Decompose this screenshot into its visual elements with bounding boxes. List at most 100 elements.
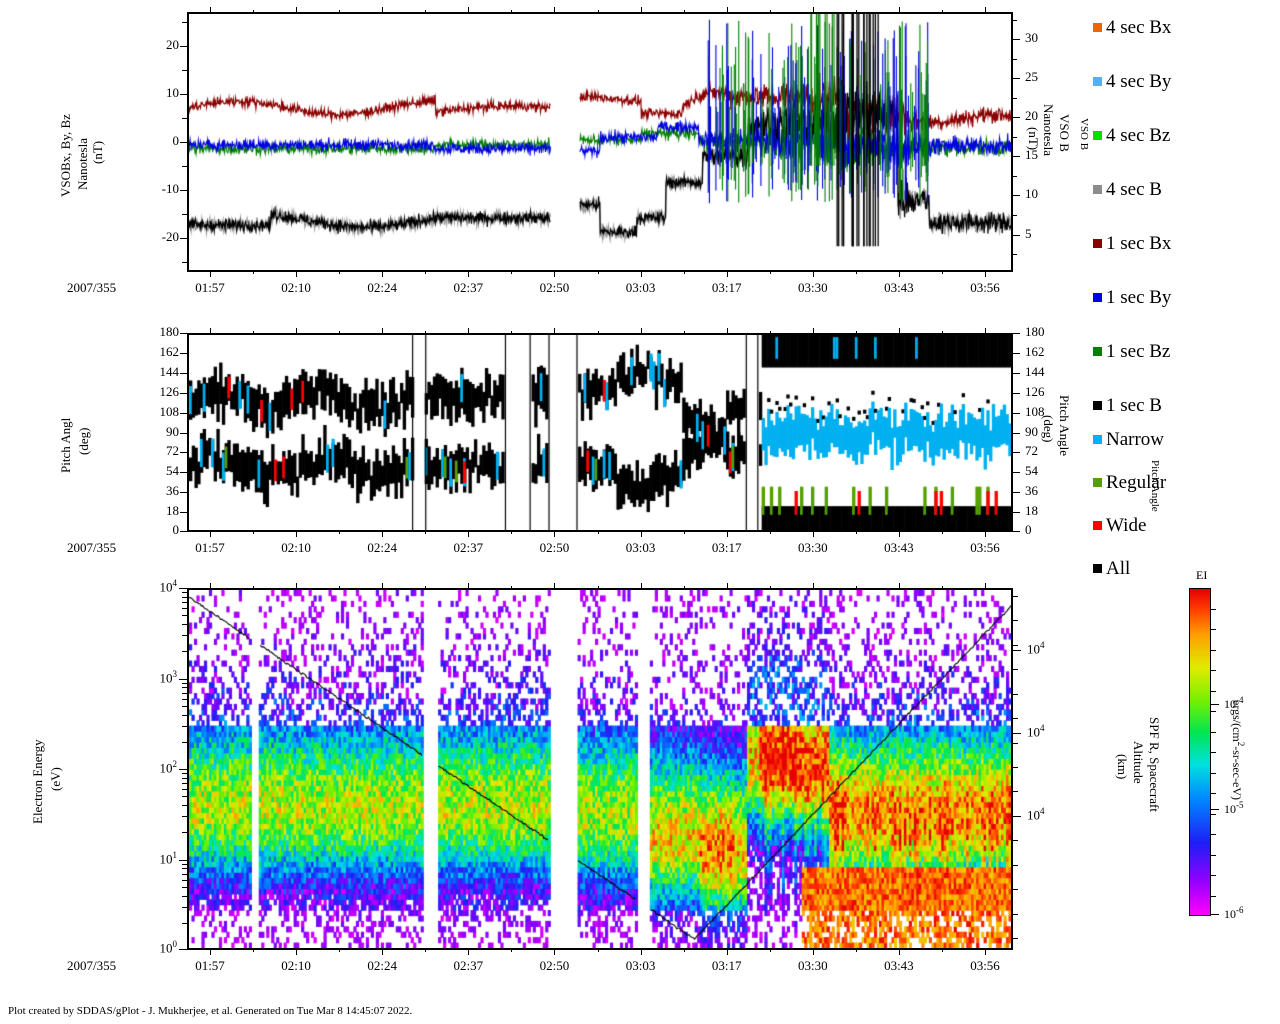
y-minor-tick <box>182 682 188 684</box>
day-label: 2007/355 <box>67 958 117 973</box>
x-tick-label: 03:03 <box>625 958 656 973</box>
legend-item[interactable]: Regular <box>1093 473 1166 492</box>
x-minor-tick <box>339 530 341 534</box>
y-minor-tick <box>182 777 188 779</box>
y-minor-tick <box>182 789 188 791</box>
y-major-tick <box>179 769 188 770</box>
y-minor-tick <box>182 602 188 604</box>
x-major-tick-top <box>554 583 556 590</box>
colorbar-minor-tick <box>1211 772 1216 774</box>
legend-item[interactable]: Narrow <box>1093 430 1164 449</box>
panel2-ylabel-right-1: Pitch Angle <box>1057 394 1072 456</box>
x-major-tick <box>382 270 384 277</box>
colorbar-title: EI <box>1196 568 1208 582</box>
x-minor-tick-top <box>425 586 427 590</box>
y-minor-tick-right <box>1012 693 1018 695</box>
x-major-tick <box>898 530 900 537</box>
y-major-tick <box>180 142 188 143</box>
panel2-canvas <box>189 335 1011 530</box>
x-minor-tick-top <box>511 331 513 335</box>
x-minor-tick <box>855 530 857 534</box>
y-minor-tick <box>182 705 188 707</box>
x-tick-label: 02:50 <box>539 540 570 555</box>
y-minor-tick <box>182 214 188 216</box>
y-tick-label-left: 36 <box>166 483 179 499</box>
y-major-tick-right <box>1012 452 1020 454</box>
colorbar-minor-tick <box>1211 752 1216 753</box>
x-major-tick <box>554 530 556 537</box>
y-tick-label-right: 180 <box>1025 324 1045 339</box>
panel3-ylabel-right-3: (km) <box>1115 754 1130 780</box>
colorbar-tick <box>1211 704 1219 706</box>
y-tick-label-right: 18 <box>1025 503 1038 519</box>
y-tick-label-left: -10 <box>161 181 179 197</box>
x-tick-label: 01:57 <box>195 958 225 973</box>
legend-swatch <box>1093 77 1102 86</box>
y-minor-tick <box>182 741 188 743</box>
y-tick-label-right: 104 <box>1027 806 1045 823</box>
y-minor-tick-right <box>1012 175 1017 177</box>
x-major-tick-top <box>985 328 986 335</box>
panel3-ylabel-right-1: SPF R, Spacecraft <box>1147 717 1162 812</box>
x-major-tick <box>812 270 814 277</box>
y-major-tick-right <box>1012 392 1020 394</box>
y-tick-label-right: 20 <box>1025 108 1038 124</box>
y-minor-tick <box>182 596 188 598</box>
panel2-ylabel-left-2: (deg) <box>76 427 91 455</box>
x-tick-label: 03:56 <box>970 958 1000 973</box>
x-minor-tick <box>855 948 857 952</box>
legend-item[interactable]: 1 sec Bx <box>1093 234 1171 253</box>
x-major-tick <box>296 270 298 277</box>
legend-item[interactable]: 1 sec Bz <box>1093 342 1170 361</box>
y-minor-tick <box>182 922 188 924</box>
panel2-ylabel-left-1: Pitch Angl <box>58 417 73 473</box>
x-minor-tick <box>425 530 427 534</box>
x-tick-label: 03:30 <box>797 280 828 295</box>
legend-label: 1 sec Bz <box>1106 341 1171 362</box>
y-tick-label-right: 104 <box>1027 722 1045 740</box>
x-minor-tick-top <box>769 586 771 590</box>
x-major-tick-top <box>382 7 384 14</box>
legend-item[interactable]: 4 sec By <box>1093 72 1171 91</box>
x-minor-tick-top <box>253 586 255 590</box>
y-major-tick <box>180 333 188 334</box>
legend-item[interactable]: 4 sec Bx <box>1093 18 1171 37</box>
y-minor-tick <box>182 863 188 865</box>
y-tick-label-left: 162 <box>159 343 180 359</box>
y-minor-tick <box>182 832 188 834</box>
colorbar-minor-tick <box>1211 649 1216 651</box>
y-tick-label-right: 0 <box>1025 522 1032 537</box>
y-minor-tick-right <box>1012 669 1018 671</box>
y-minor-tick-right <box>1012 620 1018 622</box>
x-major-tick-top <box>296 7 298 14</box>
y-major-tick-right <box>1012 512 1020 514</box>
y-minor-tick <box>182 879 188 881</box>
y-minor-tick <box>182 906 188 908</box>
legend-swatch <box>1093 564 1102 573</box>
legend-item[interactable]: 1 sec By <box>1093 288 1171 307</box>
x-major-tick <box>468 948 470 955</box>
legend-item[interactable]: 4 sec B <box>1093 180 1162 199</box>
y-major-tick <box>180 190 188 192</box>
panel1-ylabel-left-2: Nanotesla <box>75 138 90 190</box>
y-major-tick-right <box>1012 649 1021 651</box>
legend-group-vso-b: VSO B <box>1078 118 1090 151</box>
colorbar-tick-label: 10-6 <box>1224 905 1244 922</box>
colorbar-unit-label: ergs/(cm2-sr-sec-eV) <box>1230 700 1246 800</box>
x-minor-tick-top <box>855 586 857 590</box>
y-tick-label-right: 5 <box>1025 225 1032 241</box>
colorbar-tick <box>1211 809 1219 811</box>
y-minor-tick <box>182 615 188 617</box>
y-minor-tick <box>182 698 188 700</box>
legend-item[interactable]: 4 sec Bz <box>1093 126 1170 145</box>
x-major-tick-top <box>898 7 900 14</box>
y-minor-tick-right <box>1012 254 1017 256</box>
legend-item[interactable]: 1 sec B <box>1093 396 1162 415</box>
y-major-tick <box>180 238 188 240</box>
y-major-tick-right <box>1012 333 1020 334</box>
legend-item[interactable]: Wide <box>1093 516 1146 535</box>
x-minor-tick-top <box>253 10 255 14</box>
legend-item[interactable]: All <box>1093 559 1130 578</box>
x-major-tick-top <box>296 583 298 590</box>
y-major-tick <box>180 412 188 414</box>
